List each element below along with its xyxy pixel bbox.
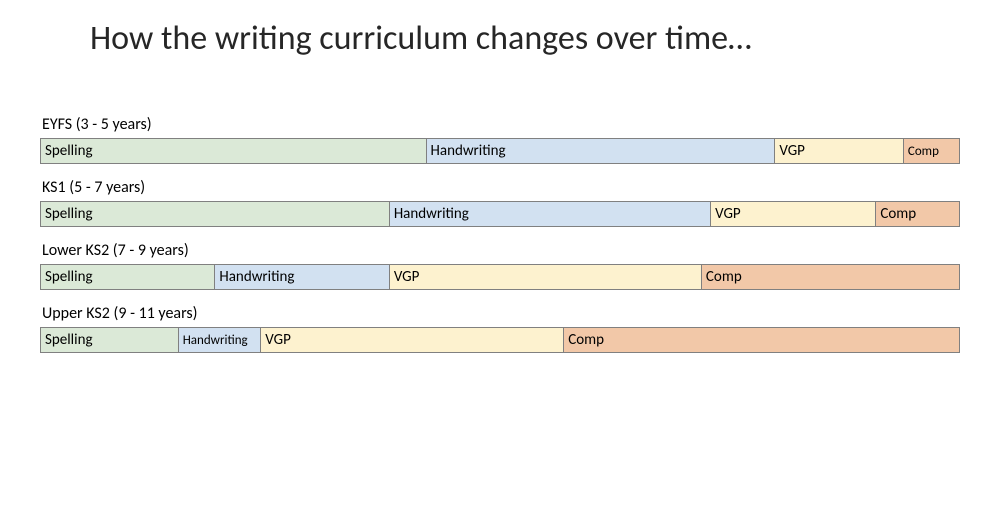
seg-vgp: VGP	[261, 328, 564, 352]
stage-bar: Spelling Handwriting VGP Comp	[40, 327, 960, 353]
stage-bar: Spelling Handwriting VGP Comp	[40, 138, 960, 164]
stage-label: Upper KS2 (9 - 11 years)	[40, 304, 960, 323]
seg-comp: Comp	[904, 139, 959, 163]
stage-ks1: KS1 (5 - 7 years) Spelling Handwriting V…	[40, 178, 960, 227]
seg-handwriting: Handwriting	[215, 265, 389, 289]
seg-vgp: VGP	[775, 139, 904, 163]
seg-handwriting: Handwriting	[179, 328, 262, 352]
stage-bar: Spelling Handwriting VGP Comp	[40, 201, 960, 227]
seg-spelling: Spelling	[41, 202, 390, 226]
stage-upper-ks2: Upper KS2 (9 - 11 years) Spelling Handwr…	[40, 304, 960, 353]
slide-title: How the writing curriculum changes over …	[90, 18, 960, 59]
stage-label: Lower KS2 (7 - 9 years)	[40, 241, 960, 260]
seg-comp: Comp	[564, 328, 959, 352]
seg-spelling: Spelling	[41, 139, 427, 163]
seg-handwriting: Handwriting	[427, 139, 776, 163]
stage-eyfs: EYFS (3 - 5 years) Spelling Handwriting …	[40, 115, 960, 164]
seg-vgp: VGP	[390, 265, 702, 289]
stage-label: KS1 (5 - 7 years)	[40, 178, 960, 197]
seg-comp: Comp	[876, 202, 959, 226]
stage-bar: Spelling Handwriting VGP Comp	[40, 264, 960, 290]
seg-spelling: Spelling	[41, 328, 179, 352]
seg-comp: Comp	[702, 265, 959, 289]
stage-lower-ks2: Lower KS2 (7 - 9 years) Spelling Handwri…	[40, 241, 960, 290]
seg-handwriting: Handwriting	[390, 202, 711, 226]
seg-vgp: VGP	[711, 202, 876, 226]
stage-label: EYFS (3 - 5 years)	[40, 115, 960, 134]
slide: How the writing curriculum changes over …	[0, 0, 1000, 512]
seg-spelling: Spelling	[41, 265, 215, 289]
